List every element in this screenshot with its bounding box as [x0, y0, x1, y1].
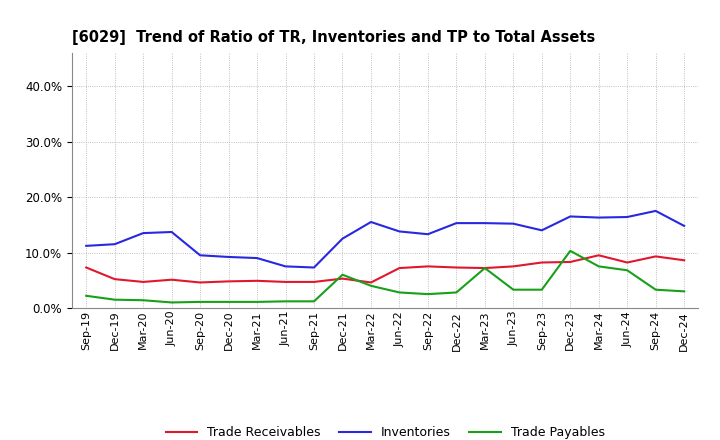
Trade Payables	[623, 268, 631, 273]
Trade Payables	[595, 264, 603, 269]
Trade Receivables	[623, 260, 631, 265]
Trade Receivables	[196, 280, 204, 285]
Trade Payables	[395, 290, 404, 295]
Trade Payables	[680, 289, 688, 294]
Inventories	[196, 253, 204, 258]
Trade Payables	[139, 297, 148, 303]
Inventories	[395, 229, 404, 234]
Trade Receivables	[480, 265, 489, 271]
Inventories	[480, 220, 489, 226]
Trade Payables	[537, 287, 546, 292]
Line: Trade Payables: Trade Payables	[86, 251, 684, 302]
Trade Receivables	[595, 253, 603, 258]
Trade Receivables	[225, 279, 233, 284]
Trade Payables	[652, 287, 660, 292]
Inventories	[509, 221, 518, 226]
Trade Receivables	[139, 279, 148, 285]
Inventories	[225, 254, 233, 260]
Trade Receivables	[167, 277, 176, 282]
Trade Receivables	[452, 265, 461, 270]
Trade Receivables	[537, 260, 546, 265]
Inventories	[167, 229, 176, 235]
Line: Inventories: Inventories	[86, 211, 684, 268]
Trade Receivables	[282, 279, 290, 285]
Text: [6029]  Trend of Ratio of TR, Inventories and TP to Total Assets: [6029] Trend of Ratio of TR, Inventories…	[72, 29, 595, 45]
Trade Receivables	[509, 264, 518, 269]
Inventories	[423, 231, 432, 237]
Trade Payables	[167, 300, 176, 305]
Trade Payables	[338, 272, 347, 277]
Trade Receivables	[310, 279, 318, 285]
Trade Receivables	[395, 265, 404, 271]
Trade Payables	[452, 290, 461, 295]
Trade Payables	[310, 299, 318, 304]
Trade Receivables	[338, 276, 347, 281]
Trade Payables	[253, 299, 261, 304]
Inventories	[623, 214, 631, 220]
Trade Receivables	[566, 259, 575, 264]
Trade Payables	[82, 293, 91, 298]
Trade Payables	[566, 248, 575, 253]
Trade Payables	[225, 299, 233, 304]
Line: Trade Receivables: Trade Receivables	[86, 255, 684, 282]
Inventories	[537, 227, 546, 233]
Trade Receivables	[366, 280, 375, 285]
Inventories	[680, 223, 688, 228]
Inventories	[310, 265, 318, 270]
Inventories	[253, 256, 261, 261]
Inventories	[110, 242, 119, 247]
Inventories	[282, 264, 290, 269]
Trade Payables	[110, 297, 119, 302]
Inventories	[566, 214, 575, 219]
Inventories	[366, 220, 375, 225]
Inventories	[82, 243, 91, 249]
Inventories	[452, 220, 461, 226]
Inventories	[595, 215, 603, 220]
Trade Payables	[366, 283, 375, 289]
Trade Receivables	[652, 254, 660, 259]
Trade Payables	[423, 291, 432, 297]
Legend: Trade Receivables, Inventories, Trade Payables: Trade Receivables, Inventories, Trade Pa…	[161, 422, 610, 440]
Trade Payables	[196, 299, 204, 304]
Trade Receivables	[110, 276, 119, 282]
Trade Payables	[480, 265, 489, 271]
Trade Receivables	[253, 278, 261, 283]
Trade Receivables	[423, 264, 432, 269]
Inventories	[338, 236, 347, 241]
Trade Payables	[282, 299, 290, 304]
Trade Receivables	[82, 265, 91, 270]
Trade Payables	[509, 287, 518, 292]
Trade Receivables	[680, 258, 688, 263]
Inventories	[652, 208, 660, 213]
Inventories	[139, 231, 148, 236]
